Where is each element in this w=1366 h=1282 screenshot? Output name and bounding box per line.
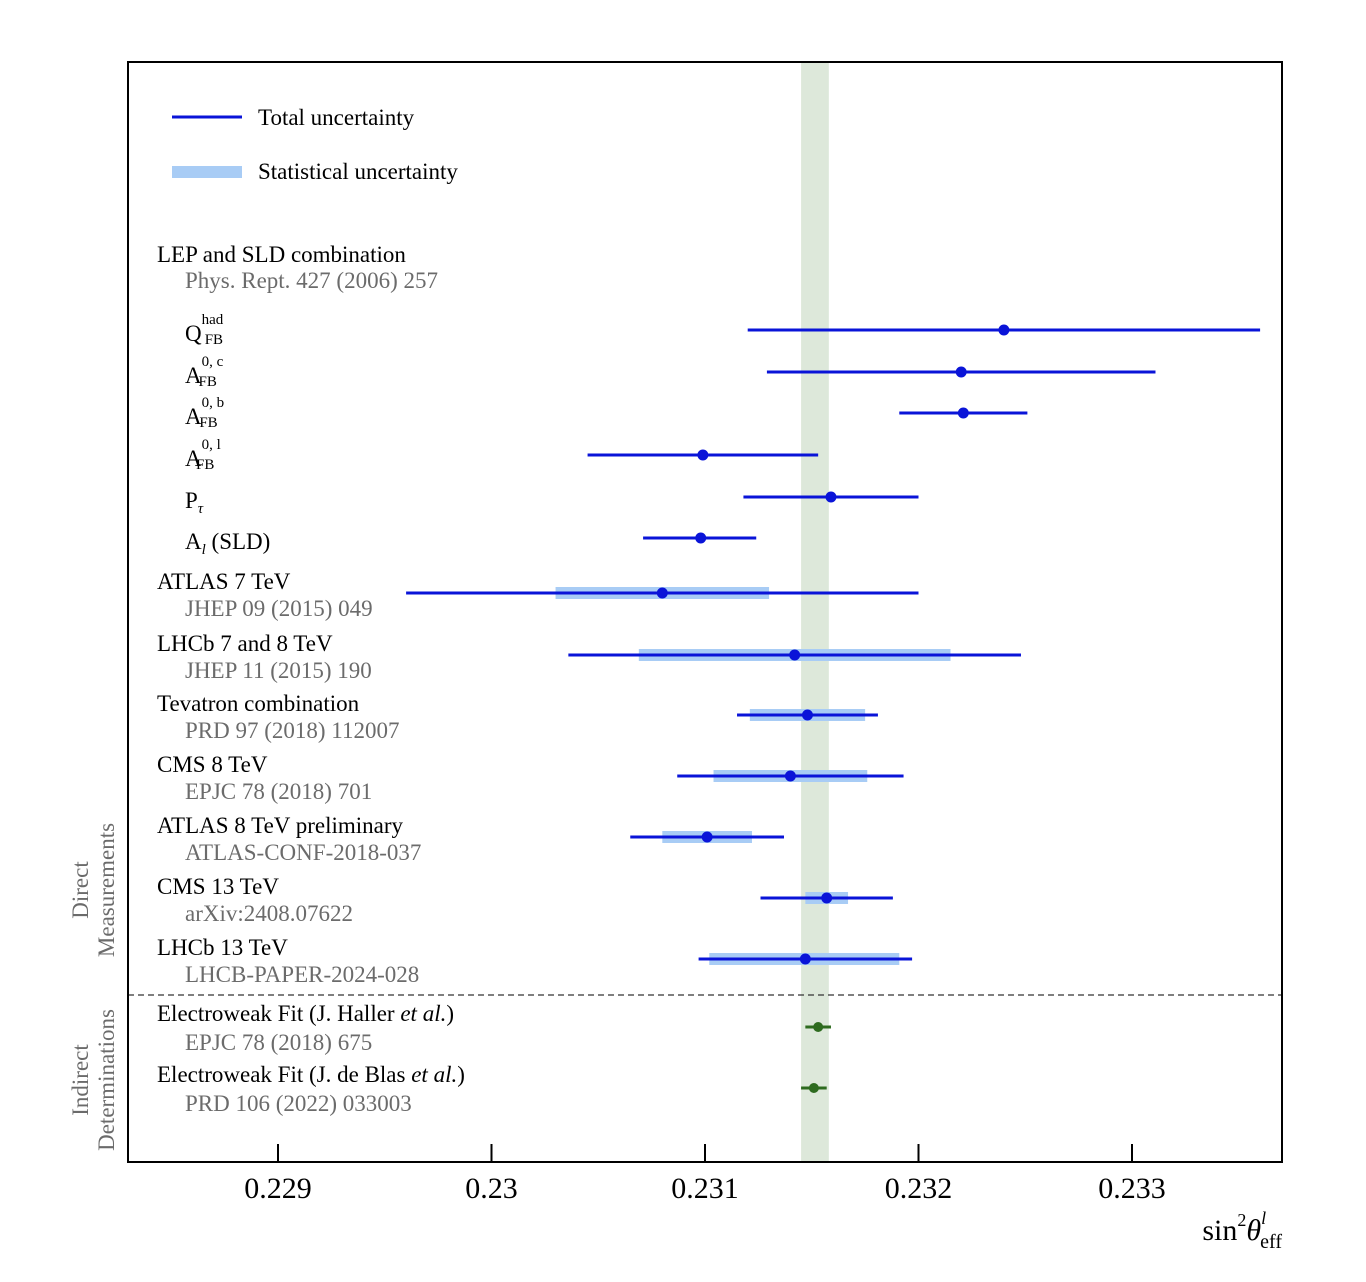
lep-item-0 xyxy=(747,324,1261,336)
measurement-5 xyxy=(760,892,893,904)
lep-item-label: Al (SLD) xyxy=(185,529,270,558)
lep-item-4-point xyxy=(825,491,837,503)
measurement-name: ATLAS 8 TeV preliminary xyxy=(157,813,404,838)
measurement-name: LHCb 13 TeV xyxy=(157,935,288,960)
lep-item-3-point xyxy=(697,449,709,461)
lep-item-2 xyxy=(899,407,1028,419)
measurement-3 xyxy=(677,770,904,782)
indirect-1-point xyxy=(808,1083,819,1093)
measurement-name: CMS 8 TeV xyxy=(157,752,268,777)
lep-item-4 xyxy=(743,491,919,503)
lep-item-2-point xyxy=(957,407,969,419)
measurement-4 xyxy=(630,831,784,843)
measurement-ref: JHEP 09 (2015) 049 xyxy=(185,596,373,621)
indirect-section-label: IndirectDeterminations xyxy=(68,1009,119,1151)
lep-item-5-point xyxy=(695,532,707,544)
measurement-1 xyxy=(568,649,1021,661)
x-tick-label: 0.229 xyxy=(244,1172,312,1205)
sm-average-band xyxy=(801,62,829,1162)
indirect-ref: PRD 106 (2022) 033003 xyxy=(185,1091,412,1116)
measurement-ref: JHEP 11 (2015) 190 xyxy=(185,658,372,683)
lep-item-label: A0, l FB xyxy=(185,437,221,473)
x-tick-label: 0.233 xyxy=(1098,1172,1166,1205)
measurement-ref: arXiv:2408.07622 xyxy=(185,901,353,926)
measurement-5-point xyxy=(821,892,833,904)
measurement-name: Tevatron combination xyxy=(157,691,360,716)
measurement-2-point xyxy=(801,709,813,721)
indirect-name: Electroweak Fit (J. de Blas et al.) xyxy=(157,1062,465,1087)
measurement-0-point xyxy=(656,587,668,599)
indirect-1 xyxy=(801,1083,827,1093)
x-tick-label: 0.232 xyxy=(885,1172,953,1205)
lep-item-label: Pτ xyxy=(185,488,204,517)
measurement-1-point xyxy=(789,649,801,661)
indirect-0 xyxy=(805,1022,831,1032)
measurement-2 xyxy=(737,709,878,721)
measurement-ref: EPJC 78 (2018) 701 xyxy=(185,779,372,804)
direct-section-label: DirectMeasurements xyxy=(68,823,119,957)
x-tick-label: 0.23 xyxy=(465,1172,518,1205)
measurement-ref: PRD 97 (2018) 112007 xyxy=(185,718,399,743)
measurement-3-point xyxy=(784,770,796,782)
measurement-6-point xyxy=(799,953,811,965)
lep-item-label: Qhad FB xyxy=(185,312,224,348)
lep-item-3 xyxy=(587,449,819,461)
legend-stat-label: Statistical uncertainty xyxy=(258,159,458,184)
lep-item-1-point xyxy=(955,366,967,378)
measurement-name: ATLAS 7 TeV xyxy=(157,569,291,594)
measurement-6 xyxy=(698,953,913,965)
lep-item-5 xyxy=(643,532,757,544)
measurement-ref: ATLAS-CONF-2018-037 xyxy=(185,840,421,865)
measurement-ref: LHCB-PAPER-2024-028 xyxy=(185,962,419,987)
x-axis-label: sin2θl eff xyxy=(1202,1208,1282,1253)
indirect-name: Electroweak Fit (J. Haller et al.) xyxy=(157,1001,454,1026)
lep-item-1 xyxy=(766,366,1156,378)
measurement-0 xyxy=(406,587,919,599)
lep-item-label: A0, c FB xyxy=(185,354,224,390)
lep-item-0-point xyxy=(998,324,1010,336)
x-tick-label: 0.231 xyxy=(671,1172,739,1205)
lep-item-label: A0, b FB xyxy=(185,395,224,431)
measurement-name: CMS 13 TeV xyxy=(157,874,279,899)
lep-group-title: LEP and SLD combination xyxy=(157,242,406,267)
lep-group-ref: Phys. Rept. 427 (2006) 257 xyxy=(185,268,438,293)
measurement-name: LHCb 7 and 8 TeV xyxy=(157,631,333,656)
indirect-0-point xyxy=(813,1022,824,1032)
legend-total-label: Total uncertainty xyxy=(258,105,415,130)
indirect-ref: EPJC 78 (2018) 675 xyxy=(185,1030,372,1055)
measurement-4-point xyxy=(701,831,713,843)
